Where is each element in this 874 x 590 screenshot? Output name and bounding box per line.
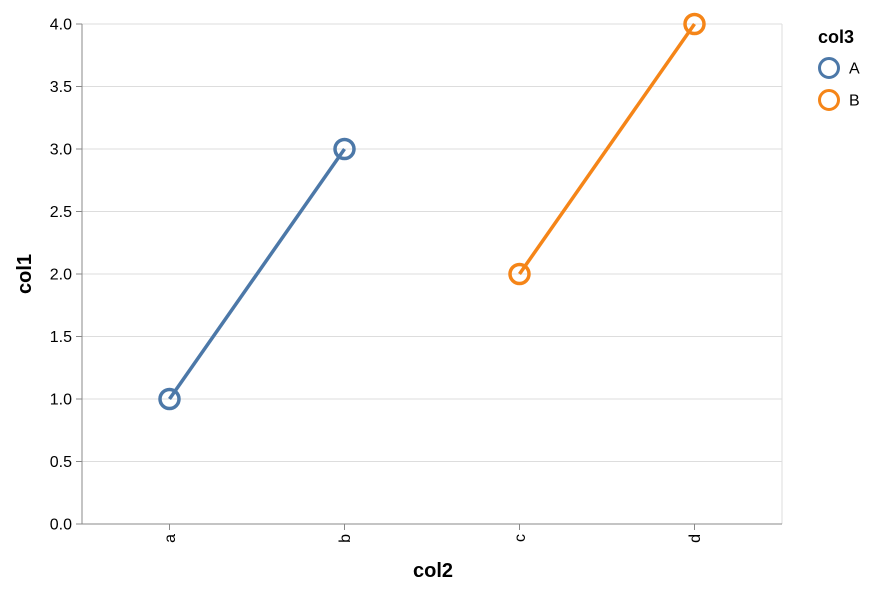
data-point (508, 262, 531, 286)
legend-item-A: A (818, 57, 860, 79)
x-axis-title: col2 (413, 560, 453, 582)
data-point (683, 12, 706, 36)
data-point (333, 137, 356, 161)
y-tick-label: 1.5 (50, 329, 72, 346)
series-line (168, 147, 346, 401)
x-tick-label: d (687, 534, 704, 543)
y-tick-label: 2.0 (50, 267, 72, 284)
x-tick-label: b (337, 534, 354, 543)
y-tick-label: 0.0 (50, 517, 72, 534)
legend-label: B (849, 93, 860, 110)
grid-lines (82, 23, 783, 525)
legend-items: AB (818, 57, 860, 111)
y-tick-label: 4.0 (50, 17, 72, 34)
x-tick-label: c (512, 534, 529, 542)
legend-symbol (818, 89, 840, 111)
series-line (518, 22, 696, 276)
y-tick-label: 0.5 (50, 454, 72, 471)
series-A (158, 137, 356, 411)
y-tick-label: 2.5 (50, 204, 72, 221)
legend-symbol (818, 57, 840, 79)
series-layer (158, 12, 706, 411)
legend-title: col3 (818, 27, 854, 47)
data-point (158, 387, 181, 411)
legend: col3 AB (818, 27, 860, 111)
legend-label: A (849, 61, 860, 78)
y-tick-label: 3.0 (50, 142, 72, 159)
x-tick-label: a (162, 534, 179, 543)
y-tick-label: 1.0 (50, 392, 72, 409)
y-axis-title: col1 (14, 254, 36, 294)
legend-item-B: B (818, 89, 860, 111)
axes: 0.0 0.5 1.0 1.5 2.0 2.5 3.0 3.5 4.0 a b c d (50, 17, 782, 543)
series-B (508, 12, 706, 286)
y-tick-label: 3.5 (50, 79, 72, 96)
